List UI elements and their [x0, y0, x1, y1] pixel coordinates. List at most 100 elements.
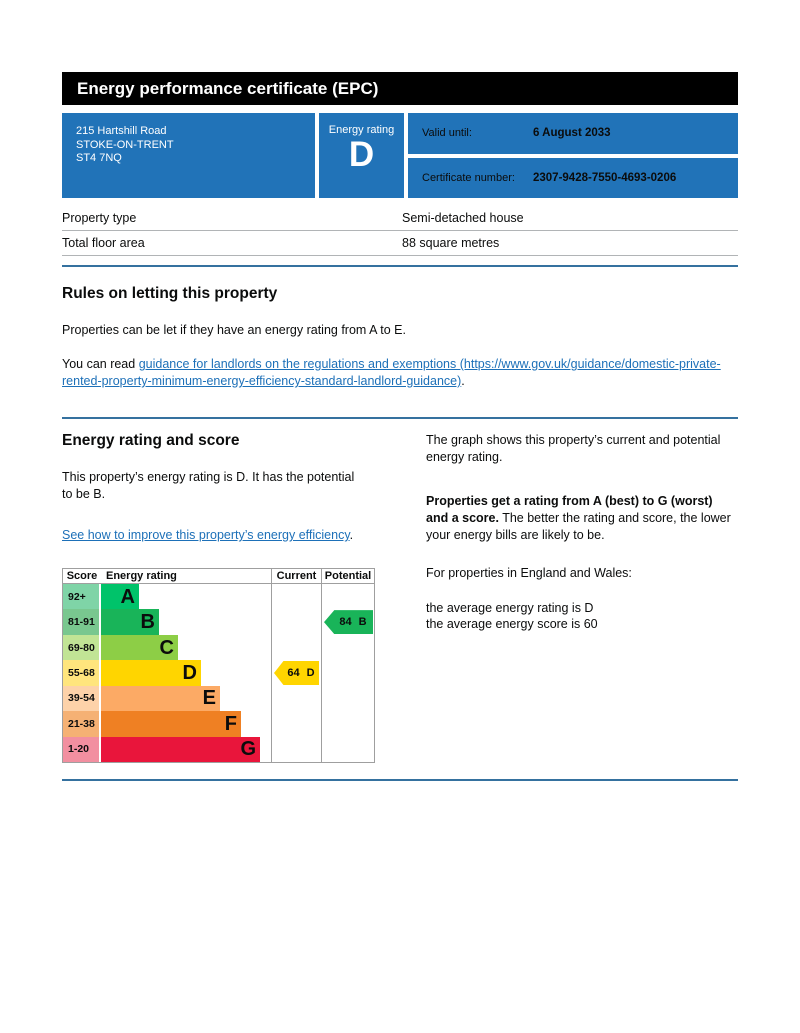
address-line-3: ST4 7NQ	[76, 152, 122, 164]
page-title: Energy performance certificate (EPC)	[62, 72, 738, 105]
improve-efficiency-link[interactable]: See how to improve this property’s energ…	[62, 528, 350, 542]
certificate-details: Valid until: 6 August 2033 Certificate n…	[408, 113, 738, 198]
band-bar: B	[101, 609, 159, 635]
band-bar-area: C	[101, 634, 271, 661]
section-divider	[62, 417, 738, 419]
band-bar: E	[101, 685, 220, 712]
section-divider	[62, 779, 738, 781]
current-letter: D	[306, 667, 315, 679]
band-bar-area: E	[101, 685, 271, 712]
chart-header-score: Score	[66, 570, 98, 582]
band-bar: G	[101, 736, 260, 762]
band-score-range: 81-91	[63, 609, 101, 635]
potential-rating-marker: 84 B	[324, 610, 373, 635]
rating-section: Energy rating and score This property’s …	[62, 432, 738, 763]
address-line-1: 215 Hartshill Road	[76, 125, 167, 137]
fact-value: 88 square metres	[402, 236, 500, 250]
band-score-range: 1-20	[63, 736, 101, 762]
property-facts: Property type Semi-detached house Total …	[62, 206, 738, 256]
band-bar: C	[101, 634, 178, 661]
band-letter: E	[202, 687, 216, 710]
address-line-2: STOKE-ON-TRENT	[76, 138, 174, 151]
chart-header-rating: Energy rating	[106, 570, 177, 582]
band-row-c: 69-80 C	[63, 634, 271, 661]
band-score-range: 92+	[63, 584, 101, 610]
band-letter: B	[140, 611, 155, 634]
energy-rating-label: Energy rating	[328, 124, 395, 136]
band-bar: A	[101, 584, 139, 610]
rating-explanation-rest: The better the rating and score, the low…	[426, 511, 731, 542]
band-score-range: 69-80	[63, 634, 101, 661]
improve-link-suffix: .	[349, 528, 354, 542]
table-row: Property type Semi-detached house	[62, 206, 738, 231]
rating-heading: Energy rating and score	[62, 432, 240, 449]
average-rating-line: the average energy rating is D	[426, 601, 594, 615]
potential-score: 84	[339, 616, 352, 629]
certificate-number-row: Certificate number: 2307-9428-7550-4693-…	[408, 157, 738, 198]
improve-paragraph: See how to improve this property’s energ…	[62, 527, 368, 544]
band-row-a: 92+ A	[63, 584, 271, 610]
chart-header: Score Energy rating Current Potential	[63, 569, 374, 584]
band-letter: G	[240, 738, 256, 761]
band-letter: C	[159, 636, 174, 659]
chart-header-current: Current	[271, 569, 321, 583]
band-bar-area: F	[101, 711, 271, 737]
band-row-f: 21-38 F	[63, 711, 271, 737]
epc-rating-chart: Score Energy rating Current Potential 92…	[62, 568, 375, 763]
energy-rating-cell: Energy rating D	[319, 113, 404, 198]
potential-letter: B	[358, 616, 367, 629]
table-row: Total floor area 88 square metres	[62, 231, 738, 256]
england-wales-intro: For properties in England and Wales:	[426, 566, 632, 580]
rating-left-column: Energy rating and score This property’s …	[62, 432, 375, 763]
property-address: 215 Hartshill Road STOKE-ON-TRENT ST4 7N…	[62, 113, 315, 198]
certificate-number-label: Certificate number:	[422, 171, 515, 184]
band-row-g: 1-20 G	[63, 736, 271, 762]
current-score: 64	[287, 667, 300, 679]
valid-until-value: 6 August 2033	[533, 127, 611, 140]
average-score-line: the average energy score is 60	[426, 616, 598, 631]
band-bar: D	[101, 660, 201, 686]
energy-rating-value: D	[348, 135, 375, 174]
rating-bands: 92+ A 81-91 B 69-80 C 55-68	[63, 584, 271, 762]
current-rating-column: 64 D	[271, 584, 321, 762]
band-score-range: 21-38	[63, 711, 101, 737]
landlord-guidance-link[interactable]: guidance for landlords on the regulation…	[62, 357, 721, 388]
section-divider	[62, 265, 738, 267]
band-bar-area: A	[101, 584, 271, 610]
chart-body: 92+ A 81-91 B 69-80 C 55-68	[63, 584, 374, 762]
rules-guidance-paragraph: You can read guidance for landlords on t…	[62, 356, 738, 390]
rating-explanation: Properties get a rating from A (best) to…	[426, 493, 738, 544]
rating-intro: This property’s energy rating is D. It h…	[62, 470, 355, 501]
band-bar-area: G	[101, 736, 271, 762]
band-bar-area: D	[101, 660, 271, 686]
band-letter: A	[120, 585, 135, 608]
rating-right-column: The graph shows this property’s current …	[426, 432, 738, 632]
graph-description: The graph shows this property’s current …	[426, 433, 721, 464]
band-bar-area: B	[101, 609, 271, 635]
chart-header-potential: Potential	[321, 569, 374, 583]
rating-explanation-bold: Properties get a rating from A (best) to…	[426, 494, 713, 525]
current-rating-marker: 64 D	[274, 661, 319, 685]
fact-value: Semi-detached house	[402, 211, 524, 225]
band-score-range: 55-68	[63, 660, 101, 686]
guidance-text-suffix: .	[461, 374, 465, 388]
band-letter: D	[182, 661, 197, 684]
rules-heading: Rules on letting this property	[62, 285, 278, 302]
fact-label: Total floor area	[62, 236, 145, 250]
band-bar: F	[101, 711, 241, 737]
band-row-b: 81-91 B	[63, 609, 271, 635]
valid-until-label: Valid until:	[422, 127, 472, 140]
certificate-number-value: 2307-9428-7550-4693-0206	[533, 171, 677, 184]
valid-until-row: Valid until: 6 August 2033	[408, 113, 738, 154]
band-letter: F	[224, 712, 237, 735]
rules-paragraph: Properties can be let if they have an en…	[62, 323, 406, 337]
band-row-e: 39-54 E	[63, 685, 271, 712]
band-score-range: 39-54	[63, 685, 101, 712]
band-row-d: 55-68 D	[63, 660, 271, 686]
guidance-text-prefix: You can read	[62, 357, 139, 371]
epc-page: Energy performance certificate (EPC) 215…	[62, 0, 738, 781]
potential-rating-column: 84 B	[321, 584, 375, 762]
certificate-summary-box: 215 Hartshill Road STOKE-ON-TRENT ST4 7N…	[62, 113, 738, 198]
fact-label: Property type	[62, 211, 137, 225]
